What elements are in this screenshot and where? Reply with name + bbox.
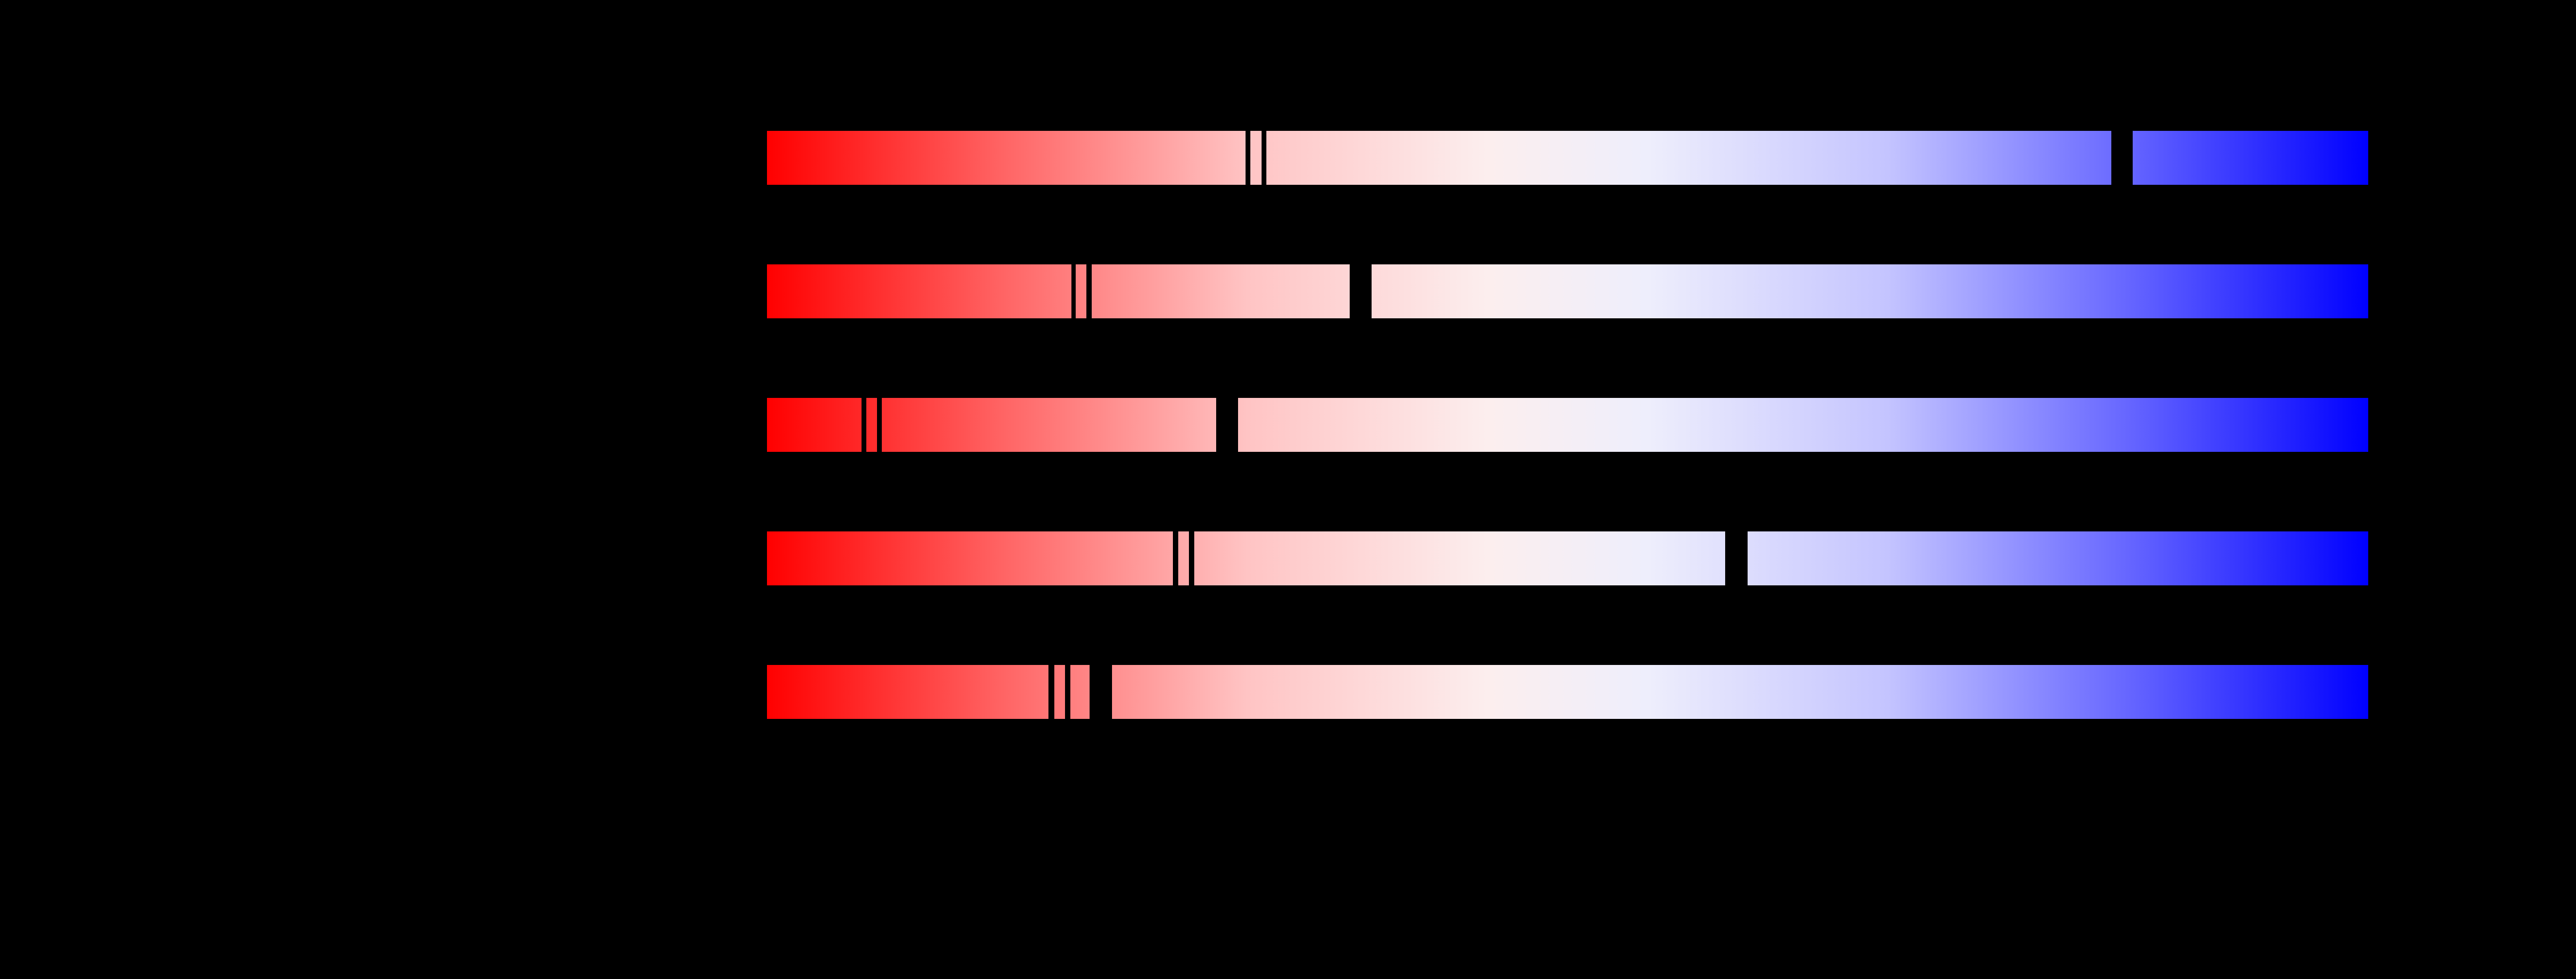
thin-tick-line-1 [1048, 665, 1054, 719]
thin-tick-line-1 [1173, 531, 1178, 585]
thin-tick-line-2 [1065, 665, 1070, 719]
thin-tick-line-1 [862, 398, 866, 452]
thin-tick-line-2 [1262, 131, 1266, 185]
wide-band-marker [1090, 665, 1112, 719]
wide-band-marker [1725, 531, 1748, 585]
thin-tick-line-2 [1189, 531, 1194, 585]
gradient-bar-row-4 [767, 531, 2368, 585]
gradient-bar-row-5 [767, 665, 2368, 719]
thin-tick-line-1 [1071, 264, 1076, 318]
gradient-bar-row-1 [767, 131, 2368, 185]
wide-band-marker [2111, 131, 2133, 185]
gradient-bar-row-2 [767, 264, 2368, 318]
wide-band-marker [1216, 398, 1238, 452]
gradient-bar-row-3 [767, 398, 2368, 452]
thin-tick-line-1 [1246, 131, 1250, 185]
thin-tick-line-2 [877, 398, 882, 452]
wide-band-marker [1350, 264, 1372, 318]
thin-tick-line-2 [1086, 264, 1092, 318]
